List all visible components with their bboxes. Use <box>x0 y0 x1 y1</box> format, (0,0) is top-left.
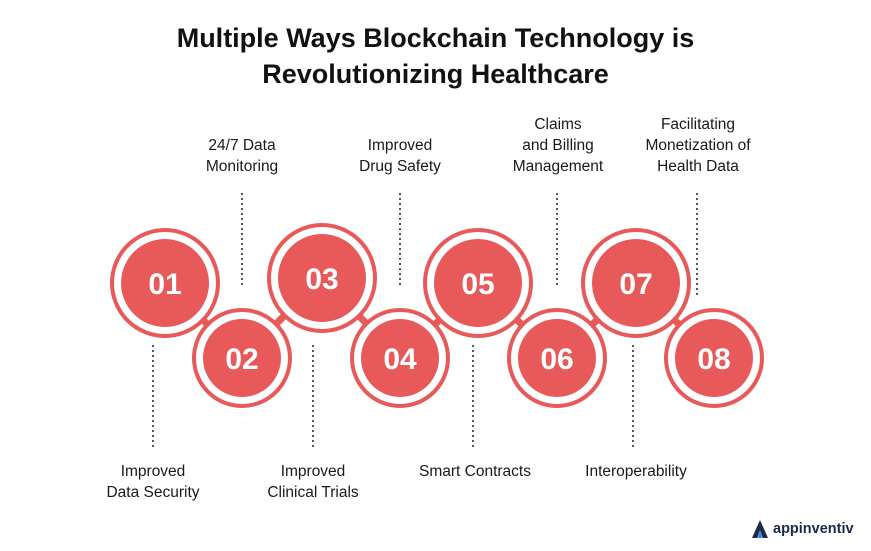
logo-text: appinventiv <box>773 521 854 537</box>
step-number-01: 01 <box>148 268 181 301</box>
step-label-06: Claims and Billing Management <box>512 116 604 175</box>
dotted-leader-lines <box>152 193 698 450</box>
step-number-03: 03 <box>305 263 338 296</box>
step-label-04: Improved Drug Safety <box>359 137 441 175</box>
step-number-06: 06 <box>540 343 573 376</box>
step-label-07: Interoperability <box>585 463 687 480</box>
step-label-05: Smart Contracts <box>419 463 531 480</box>
step-circles: 01 02 03 04 05 06 07 <box>110 223 764 408</box>
step-circle-08: 08 <box>664 308 764 408</box>
step-label-01: Improved Data Security <box>106 463 200 501</box>
step-label-03: Improved Clinical Trials <box>267 463 359 501</box>
page-title-line-2: Revolutionizing Healthcare <box>262 59 609 89</box>
step-circle-02: 02 <box>192 308 292 408</box>
step-number-07: 07 <box>619 268 652 301</box>
step-number-05: 05 <box>461 268 494 301</box>
step-circle-06: 06 <box>507 308 607 408</box>
step-circle-04: 04 <box>350 308 450 408</box>
page-title-line-1: Multiple Ways Blockchain Technology is <box>176 23 695 53</box>
step-circle-01: 01 <box>110 228 220 338</box>
step-circle-03: 03 <box>267 223 377 333</box>
step-circle-05: 05 <box>423 228 533 338</box>
brand-logo: appinventiv <box>751 516 854 542</box>
step-label-02: 24/7 Data Monitoring <box>205 137 279 175</box>
step-circle-07: 07 <box>581 228 691 338</box>
appinventiv-logo-icon <box>752 520 768 538</box>
step-number-08: 08 <box>697 343 730 376</box>
step-label-08: Facilitating Monetization of Health Data <box>645 116 751 175</box>
step-number-02: 02 <box>225 343 258 376</box>
step-number-04: 04 <box>383 343 417 376</box>
